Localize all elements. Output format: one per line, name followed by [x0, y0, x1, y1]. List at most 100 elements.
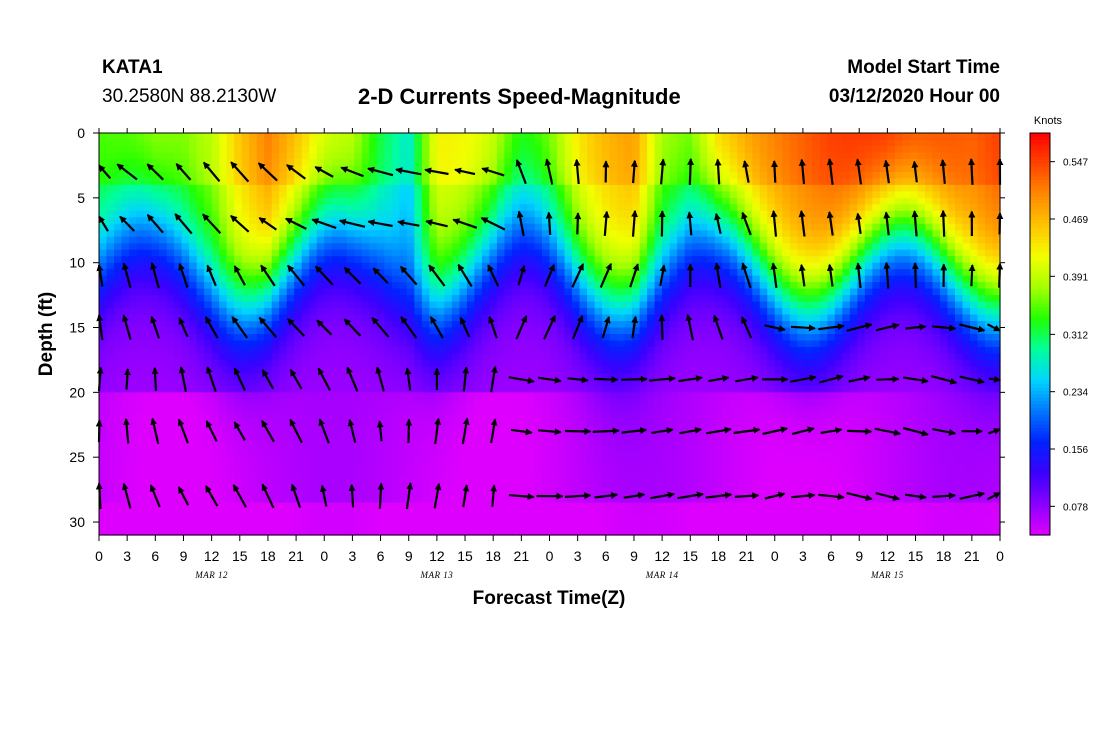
heatmap-cell	[219, 385, 228, 393]
heatmap-cell	[511, 321, 521, 329]
heatmap-cell	[301, 191, 310, 199]
heatmap-cell	[159, 256, 168, 264]
heatmap-cell	[797, 340, 806, 348]
heatmap-cell	[692, 282, 701, 290]
heatmap-cell	[256, 236, 265, 244]
heatmap-cell	[692, 139, 701, 147]
heatmap-cell	[189, 340, 198, 348]
heatmap-cell	[909, 223, 919, 231]
heatmap-cell	[219, 392, 228, 400]
heatmap-cell	[692, 158, 701, 167]
heatmap-cell	[324, 236, 333, 244]
heatmap-cell	[639, 366, 648, 374]
heatmap-cell	[872, 295, 881, 303]
heatmap-cell	[264, 184, 273, 192]
heatmap-cell	[639, 256, 648, 264]
heatmap-cell	[346, 327, 355, 335]
heatmap-cell	[511, 256, 521, 264]
heatmap-cell	[106, 223, 115, 231]
heatmap-cell	[864, 282, 873, 290]
heatmap-cell	[474, 295, 483, 303]
heatmap-cell	[879, 178, 888, 186]
heatmap-cell	[219, 308, 228, 316]
heatmap-cell	[391, 321, 400, 329]
heatmap-cell	[647, 210, 656, 218]
heatmap-cell	[324, 340, 333, 348]
heatmap-cell	[391, 152, 400, 160]
heatmap-cell	[436, 230, 445, 238]
heatmap-cell	[474, 249, 483, 257]
heatmap-cell	[219, 359, 228, 368]
heatmap-cell	[346, 359, 355, 368]
heatmap-cell	[879, 217, 888, 225]
heatmap-cell	[526, 145, 536, 154]
heatmap-cell	[812, 133, 821, 141]
heatmap-cell	[834, 158, 843, 167]
heatmap-cell	[466, 236, 476, 244]
heatmap-cell	[632, 359, 641, 368]
heatmap-cell	[376, 327, 385, 335]
heatmap-cell	[962, 334, 971, 342]
heatmap-cell	[654, 158, 663, 167]
heatmap-cell	[804, 139, 813, 147]
heatmap-cell	[504, 392, 513, 400]
heatmap-cell	[324, 230, 333, 238]
heatmap-cell	[992, 385, 1001, 393]
heatmap-cell	[264, 139, 273, 147]
heatmap-cell	[286, 379, 295, 387]
heatmap-cell	[241, 249, 250, 257]
heatmap-cell	[271, 152, 280, 160]
heatmap-cell	[887, 353, 896, 361]
heatmap-cell	[737, 210, 746, 218]
heatmap-cell	[962, 314, 971, 322]
heatmap-cell	[106, 372, 115, 380]
heatmap-cell	[466, 165, 476, 173]
heatmap-cell	[902, 372, 911, 380]
heatmap-cell	[872, 353, 881, 361]
heatmap-cell	[436, 269, 445, 277]
heatmap-cell	[647, 262, 656, 270]
heatmap-cell	[557, 249, 566, 257]
heatmap-cell	[587, 210, 596, 218]
heatmap-cell	[489, 165, 498, 173]
heatmap-cell	[354, 236, 363, 244]
heatmap-cell	[324, 210, 333, 218]
heatmap-cell	[924, 372, 934, 380]
heatmap-cell	[519, 275, 528, 283]
heatmap-cell	[677, 191, 686, 199]
heatmap-cell	[144, 301, 153, 309]
heatmap-cell	[707, 204, 716, 212]
heatmap-cell	[557, 301, 566, 309]
heatmap-cell	[286, 256, 295, 264]
heatmap-cell	[129, 210, 138, 218]
heatmap-cell	[932, 288, 941, 296]
heatmap-cell	[894, 385, 903, 393]
heatmap-cell	[211, 249, 220, 257]
heatmap-cell	[894, 275, 903, 283]
heatmap-cell	[654, 165, 663, 173]
heatmap-cell	[647, 236, 656, 244]
heatmap-cell	[902, 321, 911, 329]
heatmap-cell	[406, 398, 415, 406]
heatmap-cell	[481, 139, 491, 147]
heatmap-cell	[984, 204, 994, 212]
heatmap-cell	[827, 385, 836, 393]
heatmap-cell	[782, 334, 791, 342]
heatmap-cell	[249, 275, 258, 283]
heatmap-cell	[632, 145, 641, 154]
heatmap-cell	[444, 334, 453, 342]
heatmap-cell	[729, 359, 738, 368]
heatmap-cell	[639, 288, 648, 296]
heatmap-cell	[969, 301, 979, 309]
heatmap-cell	[557, 282, 566, 290]
heatmap-cell	[647, 275, 656, 283]
heatmap-cell	[872, 178, 881, 186]
heatmap-cell	[106, 327, 115, 335]
heatmap-cell	[932, 269, 941, 277]
heatmap-cell	[662, 288, 671, 296]
heatmap-cell	[939, 243, 949, 251]
heatmap-cell	[617, 191, 626, 199]
heatmap-cell	[414, 158, 423, 167]
heatmap-cell	[159, 165, 168, 173]
heatmap-cell	[421, 275, 430, 283]
